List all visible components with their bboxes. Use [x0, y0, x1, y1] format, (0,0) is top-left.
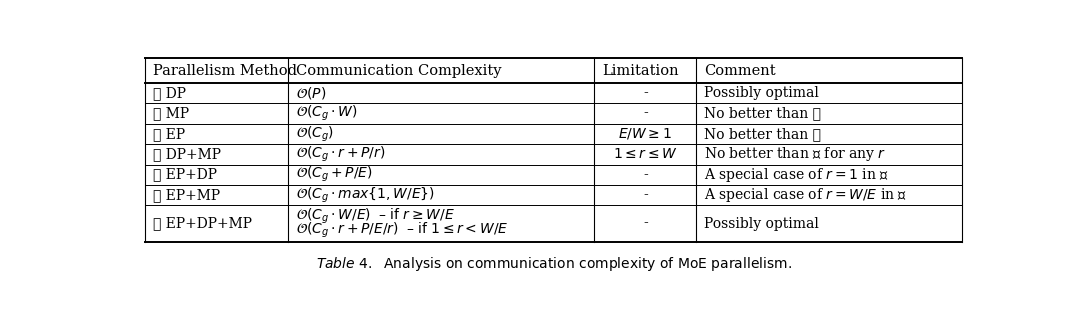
Text: ④ DP+MP: ④ DP+MP: [152, 147, 220, 161]
Text: -: -: [643, 106, 648, 121]
Text: $E/W \geq 1$: $E/W \geq 1$: [619, 127, 673, 141]
Text: ⑤ EP+DP: ⑤ EP+DP: [152, 168, 217, 182]
Text: -: -: [643, 86, 648, 100]
Text: No better than ⑥: No better than ⑥: [704, 127, 821, 141]
Text: $\mathcal{O}(C_g \cdot W)$: $\mathcal{O}(C_g \cdot W)$: [296, 104, 357, 123]
Text: Possibly optimal: Possibly optimal: [704, 86, 819, 100]
Text: Comment: Comment: [704, 64, 775, 78]
Text: No better than ⑦ for any $r$: No better than ⑦ for any $r$: [704, 145, 887, 163]
Text: -: -: [643, 217, 648, 230]
Text: ② MP: ② MP: [152, 106, 189, 121]
Text: $\mathcal{O}(C_g \cdot r + P/r)$: $\mathcal{O}(C_g \cdot r + P/r)$: [296, 145, 384, 164]
Text: $\mathit{Table\ 4.}$  Analysis on communication complexity of MoE parallelism.: $\mathit{Table\ 4.}$ Analysis on communi…: [315, 255, 792, 273]
Text: ⑥ EP+MP: ⑥ EP+MP: [152, 188, 219, 202]
Text: ① DP: ① DP: [152, 86, 186, 100]
Text: -: -: [643, 188, 648, 202]
Text: $\mathcal{O}(C_g \cdot W/E)\;$ – if $r \geq W/E$: $\mathcal{O}(C_g \cdot W/E)\;$ – if $r \…: [296, 207, 455, 226]
Text: ③ EP: ③ EP: [152, 127, 185, 141]
Text: A special case of $r = W/E$ in ⑦: A special case of $r = W/E$ in ⑦: [704, 186, 907, 204]
Text: Communication Complexity: Communication Complexity: [296, 64, 501, 78]
Text: $\mathcal{O}(C_g \cdot max\{1, W/E\})$: $\mathcal{O}(C_g \cdot max\{1, W/E\})$: [296, 185, 434, 205]
Text: Limitation: Limitation: [602, 64, 678, 78]
Text: $\mathcal{O}(C_g \cdot r + P/E/r)\;$ – if $1 \leq r < W/E$: $\mathcal{O}(C_g \cdot r + P/E/r)\;$ – i…: [296, 220, 508, 240]
Text: Parallelism Method: Parallelism Method: [152, 64, 297, 78]
Text: Possibly optimal: Possibly optimal: [704, 217, 819, 230]
Text: A special case of $r = 1$ in ⑦: A special case of $r = 1$ in ⑦: [704, 166, 889, 184]
Text: ⑦ EP+DP+MP: ⑦ EP+DP+MP: [152, 217, 252, 230]
Text: No better than ⑥: No better than ⑥: [704, 106, 821, 121]
Text: $\mathcal{O}(P)$: $\mathcal{O}(P)$: [296, 85, 326, 101]
Text: $\mathcal{O}(C_g)$: $\mathcal{O}(C_g)$: [296, 124, 334, 143]
Text: -: -: [643, 168, 648, 182]
Text: $1 \leq r \leq W$: $1 \leq r \leq W$: [613, 147, 678, 161]
Text: $\mathcal{O}(C_g + P/E)$: $\mathcal{O}(C_g + P/E)$: [296, 165, 373, 184]
